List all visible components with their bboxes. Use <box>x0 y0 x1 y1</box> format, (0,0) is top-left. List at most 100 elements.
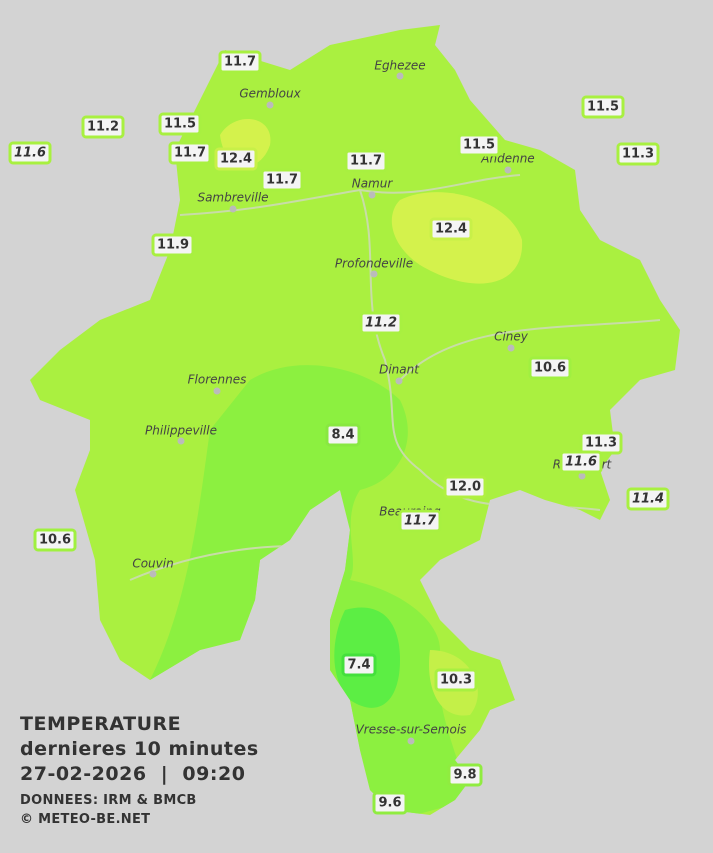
station: 11.3 <box>616 142 660 166</box>
station: 11.5 <box>158 112 202 136</box>
station-value: 11.7 <box>224 55 256 70</box>
station-value: 11.6 <box>14 146 46 161</box>
city-dot <box>504 166 512 174</box>
credit-line: DONNEES: IRM & BMCB <box>20 793 197 808</box>
station-box <box>344 149 388 173</box>
station-box <box>325 423 361 447</box>
city-dot <box>368 191 376 199</box>
station: 9.8 <box>447 763 483 787</box>
city-dot <box>177 437 185 445</box>
station-value: 12.4 <box>435 222 467 237</box>
station: 11.5 <box>581 95 625 119</box>
city-dot <box>395 377 403 385</box>
city-label: Florennes <box>188 373 247 387</box>
station: 11.6 <box>8 141 52 165</box>
station-box <box>218 50 262 74</box>
station: 11.9 <box>151 233 195 257</box>
city-dot <box>407 737 415 745</box>
cities: EghezeeGemblouxAndenneNamurSambrevillePr… <box>132 59 613 745</box>
station: 11.3 <box>579 431 623 455</box>
river <box>129 174 661 581</box>
station-value: 9.6 <box>378 796 401 811</box>
station-value: 11.5 <box>164 117 196 132</box>
station: 12.4 <box>429 217 473 241</box>
station-box <box>457 133 501 157</box>
station-value: 10.3 <box>440 673 472 688</box>
station: 11.6 <box>559 450 603 474</box>
station: 11.7 <box>398 509 442 533</box>
station-value: 11.5 <box>587 100 619 115</box>
station-value: 11.2 <box>365 316 397 331</box>
city-label: Vresse-sur-Semois <box>356 723 467 737</box>
station: 9.6 <box>372 791 408 815</box>
city-dot <box>266 101 274 109</box>
station-value: 10.6 <box>534 361 566 376</box>
city-dot <box>149 570 157 578</box>
station-value: 11.6 <box>565 455 597 470</box>
city-dot <box>229 205 237 213</box>
city-label: Namur <box>352 177 394 191</box>
station-box <box>626 487 670 511</box>
station-value: 11.2 <box>87 120 119 135</box>
station: 11.2 <box>359 311 403 335</box>
station: 11.5 <box>457 133 501 157</box>
city-dot <box>370 270 378 278</box>
station-box <box>260 168 304 192</box>
stations: 11.7 11.2 11.5 11.6 11.7 12.4 11.7 11.7 11.5 11.5… <box>8 50 670 815</box>
city-label: Eghezee <box>374 59 425 73</box>
title-line: TEMPERATURE <box>20 713 181 735</box>
city-label: Ciney <box>494 330 529 344</box>
station-box <box>616 142 660 166</box>
station: 10.3 <box>434 668 478 692</box>
city-dot <box>396 72 404 80</box>
title-line: dernieres 10 minutes <box>20 738 259 760</box>
station: 11.4 <box>626 487 670 511</box>
station: 11.7 <box>218 50 262 74</box>
station-box <box>359 311 403 335</box>
station-value: 11.5 <box>463 138 495 153</box>
station-box <box>214 147 258 171</box>
station-value: 8.4 <box>331 428 354 443</box>
station-value: 9.8 <box>453 768 476 783</box>
city-label: Gembloux <box>239 87 301 101</box>
station-box <box>528 356 572 380</box>
station-value: 11.7 <box>404 514 437 529</box>
station-box <box>581 95 625 119</box>
station: 10.6 <box>33 528 77 552</box>
station-box <box>168 141 212 165</box>
city-label: Dinant <box>379 363 420 377</box>
station-box <box>372 791 408 815</box>
station: 11.7 <box>260 168 304 192</box>
station-value: 11.3 <box>585 436 617 451</box>
station-box <box>447 763 483 787</box>
station-box <box>81 115 125 139</box>
station-value: 12.4 <box>220 152 252 167</box>
station: 11.7 <box>344 149 388 173</box>
station-value: 12.0 <box>449 480 481 495</box>
station-box <box>151 233 195 257</box>
station-box <box>559 450 603 474</box>
city-dot <box>213 387 221 395</box>
station: 11.2 <box>81 115 125 139</box>
station-box <box>8 141 52 165</box>
city-dot <box>578 472 586 480</box>
station: 7.4 <box>341 653 377 677</box>
station-value: 7.4 <box>347 658 370 673</box>
city-label: Couvin <box>132 557 173 571</box>
station-value: 10.6 <box>39 533 71 548</box>
city-label: Philippeville <box>145 424 217 438</box>
credit-line: © METEO-BE.NET <box>20 812 150 827</box>
station-box <box>158 112 202 136</box>
station-box <box>398 509 442 533</box>
station: 8.4 <box>325 423 361 447</box>
city-dot <box>507 344 515 352</box>
station-box <box>443 475 487 499</box>
station-value: 11.4 <box>632 492 664 507</box>
station-value: 11.3 <box>622 147 654 162</box>
station: 10.6 <box>528 356 572 380</box>
city-label: Profondeville <box>335 257 413 271</box>
title-line: 27-02-2026 | 09:20 <box>20 763 245 785</box>
station-box <box>33 528 77 552</box>
city-label: Sambreville <box>197 191 268 205</box>
